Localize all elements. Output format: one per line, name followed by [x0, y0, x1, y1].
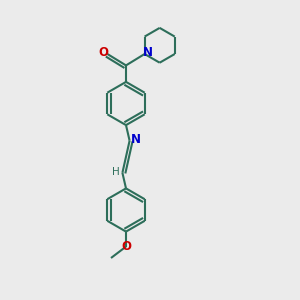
Text: O: O: [98, 46, 109, 59]
Text: N: N: [130, 133, 141, 146]
Text: N: N: [142, 46, 153, 59]
Text: O: O: [121, 240, 131, 253]
Text: H: H: [112, 167, 120, 177]
